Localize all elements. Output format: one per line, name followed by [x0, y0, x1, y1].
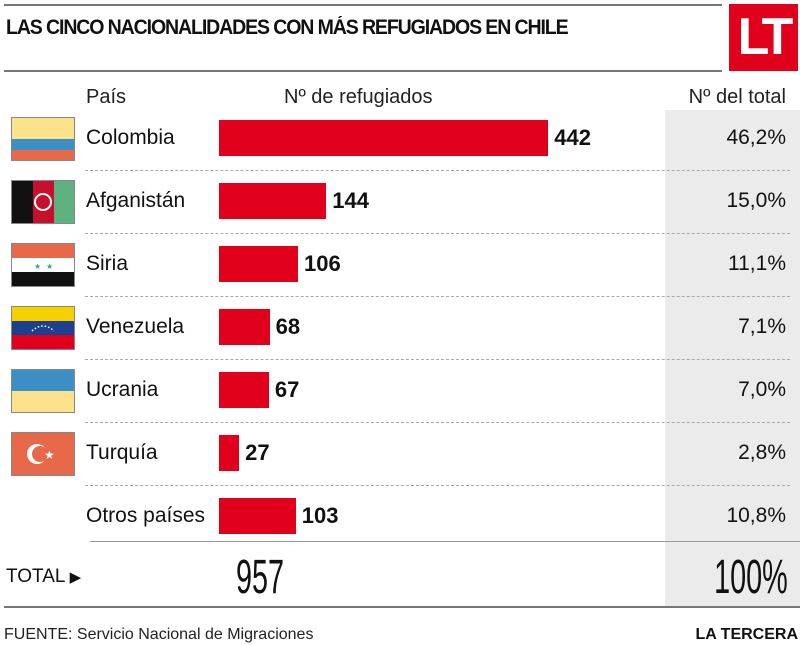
share-label: 15,0% [726, 189, 786, 212]
share-column-background [665, 110, 800, 607]
share-label: 2,8% [738, 441, 786, 464]
bar-value-label: 144 [332, 188, 369, 213]
bar [219, 183, 327, 219]
bar-value-label: 67 [274, 377, 300, 402]
bar-value-label: 442 [554, 125, 591, 150]
bar [219, 435, 240, 471]
bar-row: Colombia 442 46,2% [0, 107, 800, 171]
bar-value-label: 68 [275, 314, 301, 339]
row-separator [85, 170, 790, 171]
country-label: Venezuela [86, 315, 185, 338]
share-label: 7,1% [738, 315, 786, 338]
bar [219, 120, 549, 156]
bar-value-label: 27 [245, 440, 270, 465]
flag-venezuela-icon [11, 306, 75, 350]
bar-row: ★ Turquía 27 2,8% [0, 422, 800, 486]
total-share: 100% [714, 551, 788, 604]
bar-value-label: 103 [301, 503, 339, 528]
svg-text:★: ★ [46, 262, 53, 271]
svg-text:★: ★ [44, 448, 55, 462]
flag-colombia-icon [11, 117, 75, 161]
share-label: 7,0% [738, 378, 786, 401]
bar-row: Afganistán 144 15,0% [0, 170, 800, 234]
flag-ukraine-icon [11, 369, 75, 413]
la-tercera-logo: LT [729, 4, 798, 71]
country-label: Ucrania [86, 378, 159, 401]
share-label: 10,8% [726, 504, 786, 527]
row-separator [85, 359, 790, 360]
share-label: 11,1% [728, 252, 786, 275]
bar-row: Otros países 103 10,8% [0, 485, 800, 548]
row-separator [85, 296, 790, 297]
svg-text:★: ★ [34, 262, 41, 271]
bar-row: Venezuela 68 7,1% [0, 296, 800, 360]
bar-value-label: 106 [303, 251, 341, 276]
header-share: Nº del total [688, 86, 786, 108]
bar [219, 246, 298, 282]
header-count: Nº de refugiados [284, 86, 433, 108]
country-label: Afganistán [86, 189, 186, 212]
country-label: Otros países [86, 504, 206, 527]
total-value: 957 [236, 551, 285, 604]
total-label: TOTAL ▶ [6, 566, 82, 587]
brand-footer: LA TERCERA [695, 626, 798, 643]
flag-turkey-icon: ★ [11, 432, 75, 476]
flag-afghanistan-icon [11, 180, 75, 224]
bar-row: Ucrania 67 7,0% [0, 359, 800, 423]
chart-title: LAS CINCO NACIONALIDADES CON MÁS REFUGIA… [6, 16, 569, 39]
country-label: Turquía [86, 441, 158, 464]
country-label: Colombia [86, 126, 175, 149]
share-label: 46,2% [726, 126, 786, 149]
source-note: FUENTE: Servicio Nacional de Migraciones [4, 626, 314, 643]
bar-row: ★ ★ Siria 106 11,1% [0, 233, 800, 297]
bar [219, 309, 270, 345]
bar [219, 372, 269, 408]
row-separator [85, 485, 790, 486]
row-separator [85, 233, 790, 234]
row-separator [85, 422, 790, 423]
bar [219, 498, 296, 534]
header-country: País [86, 86, 127, 108]
flag-syria-icon: ★ ★ [11, 243, 75, 287]
country-label: Siria [86, 252, 129, 275]
